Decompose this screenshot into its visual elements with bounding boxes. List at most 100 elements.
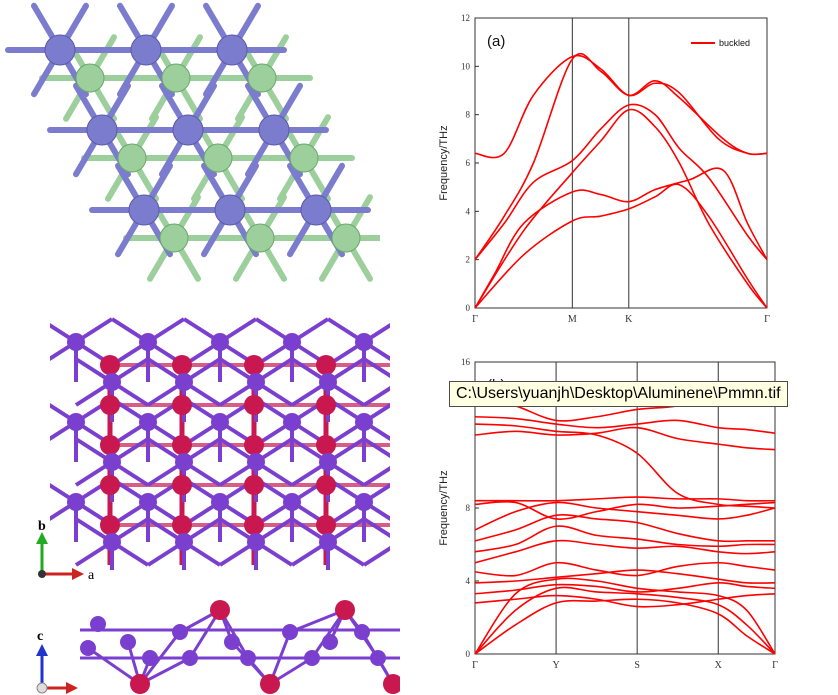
chart-b-x-tick-label: X	[715, 660, 723, 671]
green-atom	[331, 223, 361, 253]
purple-atom	[355, 413, 373, 431]
purple-atom	[103, 533, 121, 551]
side-purple-atom	[90, 616, 106, 632]
red-atom	[244, 355, 264, 375]
side-red-atom	[130, 674, 150, 694]
red-atom	[100, 355, 120, 375]
side-purple-atom	[240, 650, 256, 666]
purple-atom	[283, 493, 301, 511]
side-purple-atom	[182, 650, 198, 666]
purple-atom	[211, 493, 229, 511]
blue-atom	[86, 114, 118, 146]
purple-bond	[362, 437, 390, 458]
chart-b-y-tick-label: 0	[466, 649, 471, 659]
red-atom	[100, 435, 120, 455]
green-atom	[247, 63, 277, 93]
chart-b-y-tick-label: 4	[466, 576, 471, 586]
blue-atom	[172, 114, 204, 146]
purple-atom	[175, 373, 193, 391]
purple-atom	[319, 373, 337, 391]
chart-b-phonon-branch-7	[474, 539, 776, 564]
side-purple-atom	[370, 650, 386, 666]
purple-atom	[67, 333, 85, 351]
purple-atom	[319, 453, 337, 471]
purple-atom	[67, 413, 85, 431]
chart-b-phonon-branch-9	[474, 514, 775, 543]
blue-atom	[214, 194, 246, 226]
chart-b-phonon-branch-5	[474, 569, 776, 584]
chart-a-phonon-branch-2	[474, 103, 768, 261]
red-atom	[172, 435, 192, 455]
chart-a-phonon-branch-4	[474, 54, 768, 159]
red-atom	[244, 475, 264, 495]
purple-atom	[139, 333, 157, 351]
axis-indicator-ab: b a	[36, 519, 95, 580]
chart-a-x-tick-label: K	[625, 314, 633, 325]
green-atom	[203, 143, 233, 173]
chart-a-plot-frame	[474, 17, 768, 309]
chart-b-phonon-branch-10	[474, 501, 776, 531]
chart-b-phonon-branch-2	[474, 577, 776, 655]
axis-a-label: a	[88, 568, 95, 580]
purple-atom	[283, 333, 301, 351]
side-purple-atom	[354, 624, 370, 640]
red-atom	[100, 515, 120, 535]
green-atom	[117, 143, 147, 173]
green-atom	[159, 223, 189, 253]
purple-atom	[247, 453, 265, 471]
blue-atom	[44, 34, 76, 66]
file-path-tooltip: C:\Users\yuanjh\Desktop\Aluminene\Pmmn.t…	[449, 381, 788, 407]
red-atom	[316, 395, 336, 415]
chart-a-phonon-branch-3	[474, 167, 768, 309]
blue-atoms	[44, 34, 332, 226]
purple-atom	[247, 373, 265, 391]
purple-atom	[211, 333, 229, 351]
chart-b-phonon-branch-1	[474, 586, 776, 655]
purple-bond	[362, 466, 390, 487]
structure-side-view	[80, 600, 400, 694]
blue-atom	[300, 194, 332, 226]
chart-b-phonon-branch-3	[474, 592, 776, 608]
chart-a-panel-label: (a)	[487, 33, 505, 50]
side-purple-atom	[282, 624, 298, 640]
purple-bond	[362, 357, 390, 378]
side-red-atom	[210, 600, 230, 620]
purple-atom	[211, 413, 229, 431]
side-purple-atom	[322, 634, 338, 650]
chart-a-x-tick-label: M	[568, 314, 577, 325]
green-atom	[161, 63, 191, 93]
red-atom	[244, 435, 264, 455]
side-purple-atom	[142, 650, 158, 666]
chart-b-phonon-branch-14	[474, 423, 776, 509]
chart-b-phonon-branch-4	[474, 582, 776, 595]
purple-atom	[103, 453, 121, 471]
chart-a-phonon-branch-5	[474, 52, 768, 261]
purple-atom	[319, 533, 337, 551]
purple-bond	[362, 517, 390, 538]
red-atom	[244, 395, 264, 415]
green-atom	[289, 143, 319, 173]
red-atom	[172, 475, 192, 495]
purple-bond	[362, 386, 390, 407]
chart-a-y-tick-label: 6	[466, 158, 471, 168]
chart-a-y-tick-label: 10	[461, 61, 471, 71]
purple-atom	[247, 533, 265, 551]
purple-atom	[175, 453, 193, 471]
chart-b-y-tick-label: 16	[461, 357, 471, 367]
chart-b-phonon-branch-6	[474, 561, 776, 577]
chart-b-phonon-branch-12	[474, 496, 776, 502]
purple-atom	[355, 493, 373, 511]
purple-atoms	[67, 333, 373, 551]
red-atom	[316, 435, 336, 455]
side-red-atom	[383, 674, 400, 694]
chart-a-x-tick-label: Γ	[764, 314, 770, 325]
side-purple-atom	[224, 634, 240, 650]
side-purple-atom	[120, 634, 136, 650]
red-atom	[100, 395, 120, 415]
red-atom	[316, 355, 336, 375]
chart-b-phonon-branch-15	[474, 415, 776, 434]
green-atoms	[75, 63, 361, 253]
green-atom	[75, 63, 105, 93]
axis-indicator-c: c	[36, 629, 78, 694]
chart-a-y-tick-label: 2	[466, 255, 471, 265]
